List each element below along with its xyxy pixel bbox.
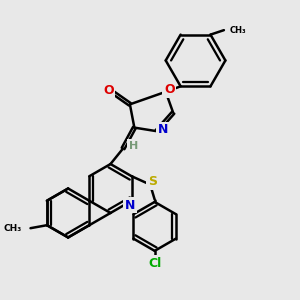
- Text: N: N: [125, 199, 135, 212]
- Text: O: O: [164, 83, 175, 96]
- Text: H: H: [129, 141, 138, 151]
- Text: N: N: [158, 123, 168, 136]
- Text: S: S: [148, 175, 157, 188]
- Text: O: O: [103, 84, 114, 97]
- Text: CH₃: CH₃: [229, 26, 246, 35]
- Text: CH₃: CH₃: [4, 224, 22, 233]
- Text: Cl: Cl: [148, 257, 161, 270]
